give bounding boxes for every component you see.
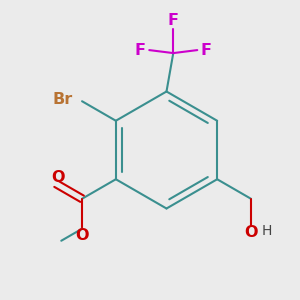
Text: F: F <box>201 43 212 58</box>
Text: O: O <box>75 228 89 243</box>
Text: O: O <box>244 226 258 241</box>
Text: H: H <box>261 224 272 238</box>
Text: O: O <box>52 170 65 185</box>
Text: F: F <box>168 13 179 28</box>
Text: F: F <box>135 43 146 58</box>
Text: Br: Br <box>53 92 73 107</box>
